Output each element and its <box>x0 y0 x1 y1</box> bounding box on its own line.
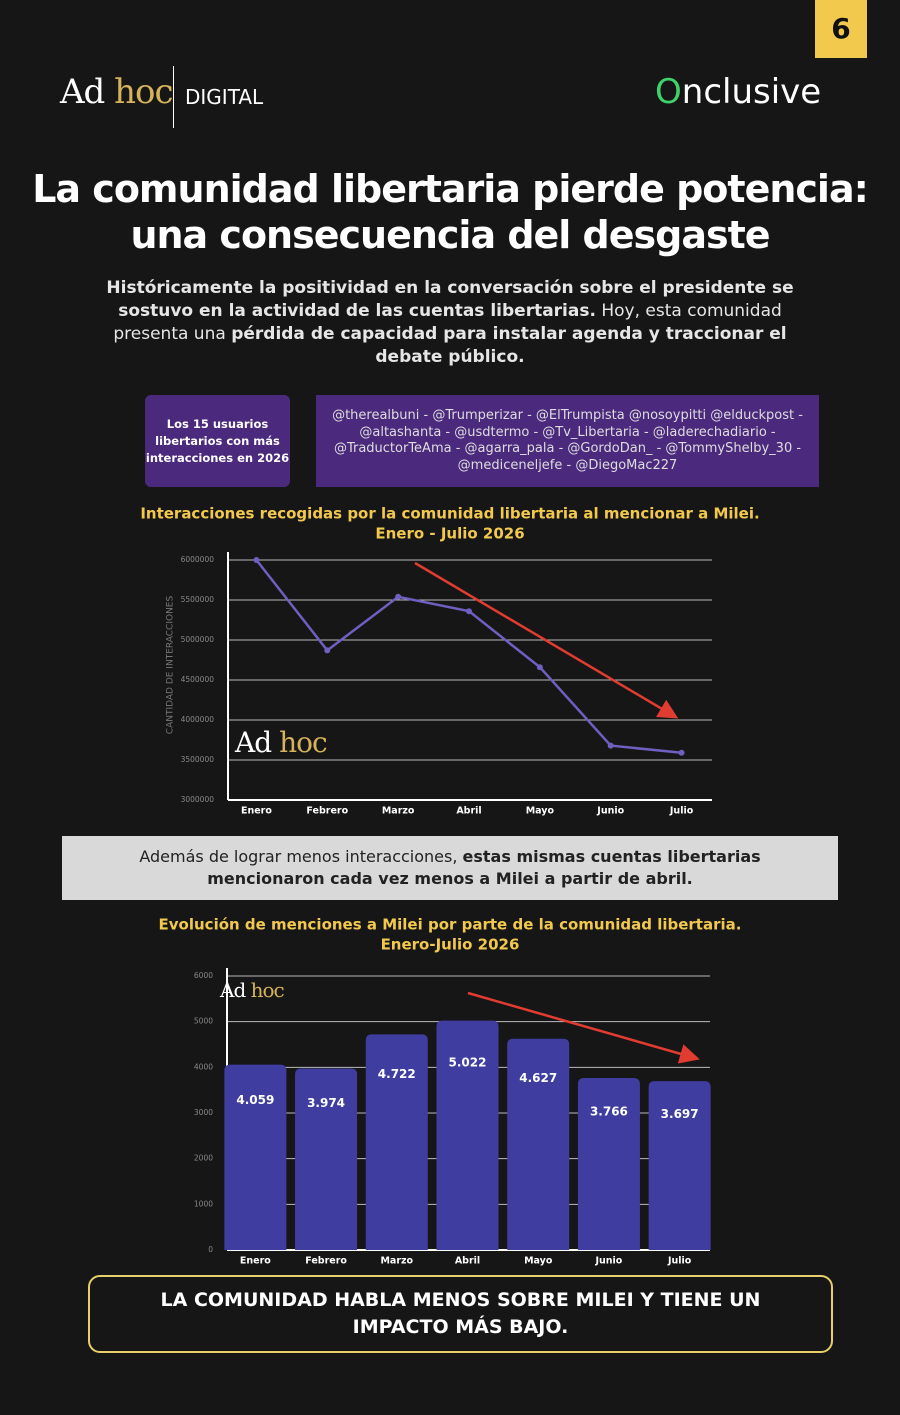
value-label: 5.022 <box>449 1056 487 1070</box>
note-bold: estas mismas cuentas libertarias mencion… <box>207 847 761 888</box>
y-tick-label: 2000 <box>194 1154 213 1163</box>
x-tick-label: Febrero <box>306 806 348 817</box>
accounts-label-text: Los 15 usuarios libertarios con más inte… <box>145 416 290 465</box>
value-label: 3.766 <box>590 1104 628 1118</box>
chart-title: Interacciones recogidas por la comunidad… <box>140 505 759 523</box>
point <box>253 557 260 563</box>
watermark: Ad hoc <box>219 978 285 1002</box>
y-tick-label: 6000 <box>194 971 213 980</box>
title: La comunidad libertaria pierde potencia:… <box>32 167 869 257</box>
watermark: Ad hoc <box>234 726 327 759</box>
conclusion: LA COMUNIDAD HABLA MENOS SOBRE MILEI Y T… <box>88 1275 833 1353</box>
x-tick-label: Abril <box>455 1256 480 1267</box>
value-label: 3.974 <box>307 1096 345 1110</box>
y-tick-label: 4000000 <box>181 715 215 724</box>
y-tick-label: 3000 <box>194 1108 213 1117</box>
value-label: 4.722 <box>378 1067 416 1081</box>
logo-adhoc: Ad hoc <box>60 72 174 112</box>
trend-arrow <box>467 991 700 1064</box>
x-tick-label: Mayo <box>526 806 555 817</box>
point <box>607 742 614 749</box>
logo-accent: hoc <box>114 72 173 112</box>
y-tick-label: 0 <box>208 1245 213 1254</box>
intro: Históricamente la positividad en la conv… <box>100 277 800 369</box>
logo-text: nclusive <box>681 72 822 112</box>
bar <box>224 1064 287 1250</box>
x-tick-label: Junio <box>594 1256 622 1267</box>
watermark-accent: hoc <box>279 726 327 759</box>
logo-accent: O <box>655 72 682 112</box>
logo-onclusive: Onclusive <box>655 72 821 112</box>
watermark-text: Ad <box>219 978 246 1002</box>
accounts-label: Los 15 usuarios libertarios con más inte… <box>145 395 290 487</box>
point <box>324 647 331 654</box>
y-tick-label: 4500000 <box>181 675 215 684</box>
bar <box>577 1078 640 1250</box>
y-tick-label: 4000 <box>194 1062 213 1071</box>
logo-sub: DIGITAL <box>185 85 264 109</box>
logo-text: Ad <box>60 72 105 112</box>
note-text: Además de lograr menos interacciones, <box>139 847 463 866</box>
bar <box>436 1020 499 1250</box>
x-tick-label: Julio <box>669 806 694 817</box>
intro-text: Hoy, esta comunidad presenta una <box>113 301 782 344</box>
x-tick-label: Abril <box>456 806 481 817</box>
conclusion-text: LA COMUNIDAD HABLA MENOS SOBRE MILEI Y T… <box>160 1289 761 1338</box>
logo-divider <box>173 66 174 128</box>
x-tick-label: Marzo <box>382 806 415 817</box>
charts: Interacciones recogidas por la comunidad… <box>140 505 759 1267</box>
watermark-accent: hoc <box>251 978 285 1002</box>
x-tick-label: Enero <box>240 1256 271 1267</box>
bar <box>365 1034 428 1250</box>
trend-arrow <box>414 561 679 719</box>
y-tick-label: 6000000 <box>181 555 215 564</box>
bar <box>295 1068 358 1250</box>
page-number: 6 <box>815 0 867 58</box>
chart-title: Evolución de menciones a Milei por parte… <box>159 916 742 934</box>
value-label: 4.059 <box>236 1093 274 1107</box>
value-label: 3.697 <box>661 1107 699 1121</box>
y-tick-label: 3000000 <box>181 795 215 804</box>
point <box>536 664 543 671</box>
handles-text: @therealbuni - @Trumperizar - @ElTrumpis… <box>332 408 803 473</box>
point <box>678 749 685 756</box>
x-tick-label: Febrero <box>305 1256 347 1267</box>
y-tick-label: 3500000 <box>181 755 215 764</box>
y-tick-label: 5500000 <box>181 595 215 604</box>
point <box>395 593 402 600</box>
y-tick-label: 5000000 <box>181 635 215 644</box>
x-tick-label: Julio <box>667 1256 692 1267</box>
chart-subtitle: Enero - Julio 2026 <box>375 525 524 543</box>
x-tick-label: Marzo <box>380 1256 413 1267</box>
watermark-text: Ad <box>234 726 272 759</box>
y-tick-label: 5000 <box>194 1017 213 1026</box>
accounts-handles: @therealbuni - @Trumperizar - @ElTrumpis… <box>316 395 819 487</box>
value-label: 4.627 <box>519 1071 557 1085</box>
y-tick-label: 1000 <box>194 1199 213 1208</box>
x-tick-label: Junio <box>596 806 624 817</box>
intro-bold: pérdida de capacidad para instalar agend… <box>231 324 787 367</box>
intro-bold: Históricamente la positividad en la conv… <box>106 278 794 321</box>
x-tick-label: Enero <box>241 806 272 817</box>
bar <box>648 1081 711 1250</box>
y-axis-label: CANTIDAD DE INTERACCIONES <box>166 596 176 735</box>
bar <box>507 1038 570 1250</box>
x-tick-label: Mayo <box>524 1256 553 1267</box>
chart-subtitle: Enero-Julio 2026 <box>381 936 520 954</box>
line <box>255 559 682 755</box>
note: Además de lograr menos interacciones, es… <box>62 836 838 900</box>
point <box>466 608 472 615</box>
